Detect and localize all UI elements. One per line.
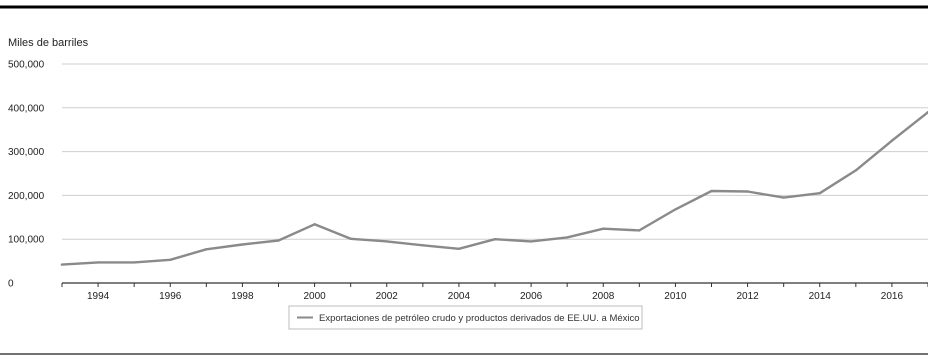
- data-point: [457, 247, 461, 251]
- legend-box: [288, 305, 643, 330]
- data-point: [169, 258, 172, 261]
- data-point: [782, 196, 785, 199]
- data-point: [890, 139, 894, 142]
- data-point: [818, 192, 821, 195]
- data-point: [241, 243, 244, 246]
- x-tick-label: 1998: [231, 291, 254, 302]
- data-point: [96, 261, 100, 264]
- y-tick-label: 400,000: [8, 103, 45, 114]
- x-tick-label: 2010: [664, 291, 687, 302]
- x-tick-label: 2012: [736, 291, 759, 302]
- data-point: [493, 238, 497, 241]
- y-tick-label: 500,000: [8, 60, 45, 71]
- x-tick-label: 2000: [303, 291, 326, 302]
- data-point: [710, 189, 713, 193]
- legend: Exportaciones de petróleo crudo y produc…: [288, 305, 643, 330]
- series-line: [60, 110, 928, 266]
- data-point: [602, 227, 605, 230]
- data-point: [529, 240, 533, 243]
- data-point: [60, 263, 64, 266]
- data-point: [277, 239, 280, 242]
- data-point: [132, 261, 136, 264]
- grid-lines: [62, 63, 928, 240]
- data-point: [674, 208, 677, 211]
- data-point: [349, 237, 352, 240]
- x-tick-label: 1996: [159, 291, 182, 302]
- data-point: [565, 236, 569, 239]
- series-layer: [60, 110, 928, 266]
- data-point: [854, 169, 858, 172]
- x-tick-label: 1994: [87, 291, 110, 302]
- x-tick-label: 2004: [448, 291, 471, 302]
- data-point: [313, 223, 316, 226]
- y-tick-label: 0: [8, 279, 14, 290]
- data-point: [421, 244, 425, 247]
- y-tick-label: 100,000: [8, 235, 45, 246]
- x-tick-label: 2002: [376, 291, 399, 302]
- y-tick-label: 200,000: [8, 191, 45, 202]
- data-point: [385, 240, 388, 243]
- x-tick-label: 2016: [881, 291, 904, 302]
- data-point: [638, 229, 641, 232]
- x-tick-label: 2014: [809, 291, 832, 302]
- x-tick-label: 2008: [592, 291, 615, 302]
- y-tick-label: 300,000: [8, 147, 45, 158]
- data-point: [746, 190, 749, 193]
- legend-label: Exportaciones de petróleo crudo y produc…: [319, 313, 640, 324]
- data-point: [205, 248, 208, 251]
- y-axis-label: Miles de barriles: [8, 37, 89, 49]
- x-tick-label: 2006: [520, 291, 543, 302]
- axes: 0 100,000 200,000 300,000 400,000 500,000 1994…: [8, 60, 928, 302]
